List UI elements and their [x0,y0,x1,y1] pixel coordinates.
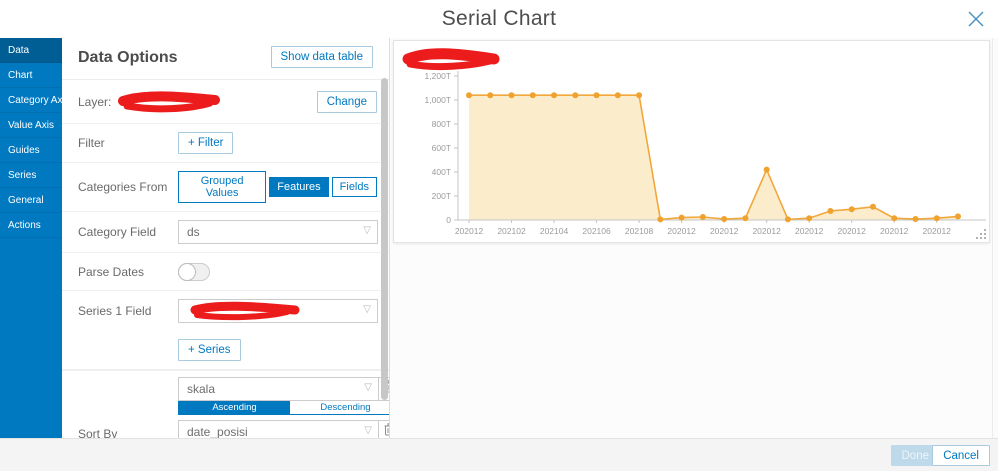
sidebar-item-general[interactable]: General [0,188,62,213]
svg-text:202012: 202012 [880,226,909,236]
chevron-down-icon: ▽ [364,382,372,393]
sort-1-direction-ascending[interactable]: Ascending [179,401,290,414]
sidebar-item-chart[interactable]: Chart [0,63,62,88]
svg-text:202108: 202108 [625,226,654,236]
chevron-down-icon: ▽ [363,304,371,315]
sidebar-item-actions[interactable]: Actions [0,213,62,238]
filter-label: Filter [78,136,105,150]
svg-text:202012: 202012 [838,226,867,236]
svg-text:0: 0 [446,215,451,225]
layer-row: Layer: Change [62,80,389,124]
parse-dates-toggle[interactable] [178,262,210,281]
layer-redaction-scribble [118,90,221,112]
sort-2-field-value: date_posisi [187,425,248,438]
delete-sort-2-button[interactable] [378,420,389,438]
categories-from-segment: Grouped Values Features Fields [178,171,377,203]
chart-card: 0 200T 400T 600T 800T 1,000T 1,200T 202012 20210… [393,40,990,243]
category-field-value: ds [187,225,200,239]
svg-text:202012: 202012 [455,226,484,236]
add-series-row: + Series [62,331,389,370]
sort-1-field-select[interactable]: skala ▽ [178,377,378,401]
serial-chart: 0 200T 400T 600T 800T 1,000T 1,200T 202012 20210… [425,71,986,236]
sidebar-item-series[interactable]: Series [0,163,62,188]
parse-dates-label: Parse Dates [78,264,145,279]
dialog-footer: Done Cancel [0,438,998,471]
svg-text:202012: 202012 [923,226,952,236]
page-scrollbar[interactable] [992,38,998,438]
categories-from-label: Categories From [78,180,168,194]
svg-text:400T: 400T [432,167,451,177]
page-title: Serial Chart [441,7,557,30]
sort-by-label: Sort By [78,427,118,438]
series-field-label: Series 1 Field [78,304,152,318]
sort-1-field-value: skala [187,382,216,396]
svg-text:800T: 800T [432,119,451,129]
svg-text:1,000T: 1,000T [425,95,451,105]
category-field-row: Category Field ds ▽ [62,212,389,253]
category-field-label: Category Field [78,225,157,239]
panel-scrollbar-thumb[interactable] [381,78,388,400]
sidebar-item-guides[interactable]: Guides [0,138,62,163]
panel-header: Data Options Show data table [62,38,389,80]
series-field-redaction-scribble [190,301,300,321]
svg-text:202104: 202104 [540,226,569,236]
close-icon[interactable] [966,9,986,29]
parse-dates-row: Parse Dates [62,253,389,291]
add-filter-button[interactable]: + Filter [178,132,234,154]
filter-row: Filter + Filter [62,124,389,163]
categories-from-option-features[interactable]: Features [269,177,329,197]
chevron-down-icon: ▽ [364,425,372,436]
data-options-panel: Data Options Show data table Layer: Chan… [62,38,390,438]
series-field-row: Series 1 Field ▽ [62,291,389,331]
svg-text:600T: 600T [432,143,451,153]
sidebar-item-category-axis[interactable]: Category Axis [0,88,62,113]
category-field-select[interactable]: ds ▽ [178,220,378,244]
cancel-button[interactable]: Cancel [932,445,990,466]
panel-title: Data Options [78,49,178,66]
show-data-table-button[interactable]: Show data table [270,46,373,68]
toggle-knob [178,262,196,281]
sort-2-field-select[interactable]: date_posisi ▽ [178,420,378,438]
chart-title-redaction-scribble [402,48,500,71]
done-button[interactable]: Done [890,445,940,466]
categories-from-row: Categories From Grouped Values Features Fi… [62,163,389,212]
chevron-down-icon: ▽ [363,225,371,236]
svg-text:202102: 202102 [497,226,526,236]
sort-1-direction-descending[interactable]: Descending [290,401,389,414]
svg-text:1,200T: 1,200T [425,71,451,81]
sort-group-1: skala ▽ Ascending Descending [178,377,389,415]
sort-1-direction-segment: Ascending Descending [178,400,389,415]
series-field-select[interactable]: ▽ [178,299,378,323]
categories-from-option-grouped-values[interactable]: Grouped Values [178,171,267,203]
svg-text:202012: 202012 [667,226,696,236]
dialog-header: Serial Chart [0,0,998,38]
sidebar-item-value-axis[interactable]: Value Axis [0,113,62,138]
svg-text:202012: 202012 [795,226,824,236]
svg-text:200T: 200T [432,191,451,201]
categories-from-option-fields[interactable]: Fields [331,177,377,197]
sort-by-section: Sort By skala ▽ Ascending Descending date_po… [62,370,389,438]
svg-text:202106: 202106 [582,226,611,236]
svg-text:202012: 202012 [710,226,739,236]
layer-label: Layer: [78,94,112,109]
svg-text:202012: 202012 [752,226,781,236]
resize-handle-icon[interactable] [975,228,987,240]
change-layer-button[interactable]: Change [316,90,377,113]
chart-preview-area: 0 200T 400T 600T 800T 1,000T 1,200T 202012 20210… [390,38,998,438]
trash-icon [384,423,389,438]
sidebar-item-data[interactable]: Data [0,38,62,63]
add-series-button[interactable]: + Series [178,339,241,361]
